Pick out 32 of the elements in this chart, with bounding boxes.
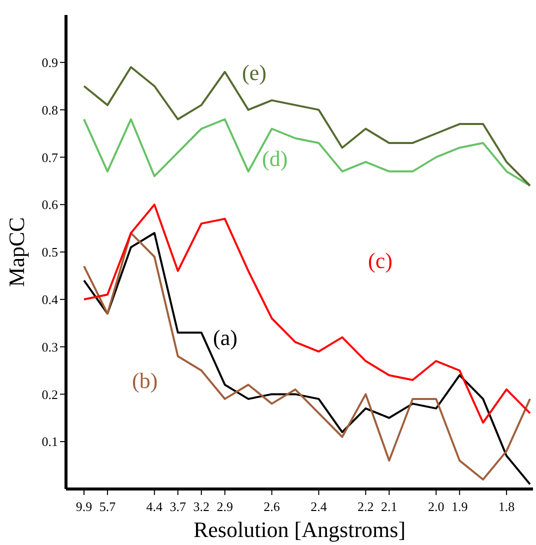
x-axis-title: Resolution [Angstroms] <box>193 517 406 542</box>
x-tick-label: 4.4 <box>146 499 164 514</box>
y-tick-label: 0.2 <box>42 386 58 402</box>
y-tick-label: 0.9 <box>42 55 58 70</box>
x-tick-label: 9.9 <box>76 499 92 514</box>
x-tick-label: 2.6 <box>264 499 280 514</box>
series-label: (e) <box>242 60 266 85</box>
x-tick-label: 2.4 <box>310 499 328 514</box>
x-tick-label: 3.2 <box>193 499 210 514</box>
y-tick-label: 0.4 <box>42 292 58 308</box>
series-label: (b) <box>132 368 158 393</box>
y-tick-label: 0.3 <box>42 339 58 354</box>
x-tick-label: 5.7 <box>99 499 116 514</box>
line-series <box>83 204 531 424</box>
line-series <box>83 118 531 187</box>
x-tick-label: 2.9 <box>216 499 233 514</box>
y-tick-label: 0.5 <box>42 244 58 260</box>
line-series <box>83 66 531 187</box>
series-label: (d) <box>262 146 288 171</box>
y-tick-label: 0.6 <box>42 197 58 212</box>
y-tick-label: 0.8 <box>42 102 58 118</box>
x-tick-label: 3.7 <box>170 499 187 514</box>
x-tick-label: 2.2 <box>358 499 374 514</box>
y-axis-title: MapCC <box>4 217 29 287</box>
x-tick-label: 2.0 <box>428 499 444 514</box>
x-tick-label: 2.1 <box>381 499 398 514</box>
series-label: (a) <box>213 325 238 350</box>
y-tick-label: 0.1 <box>42 434 58 450</box>
x-tick-label: 1.8 <box>498 499 515 514</box>
text: (c) <box>368 248 392 273</box>
x-tick-label: 1.9 <box>451 499 468 514</box>
y-tick-label: 0.7 <box>42 150 58 165</box>
